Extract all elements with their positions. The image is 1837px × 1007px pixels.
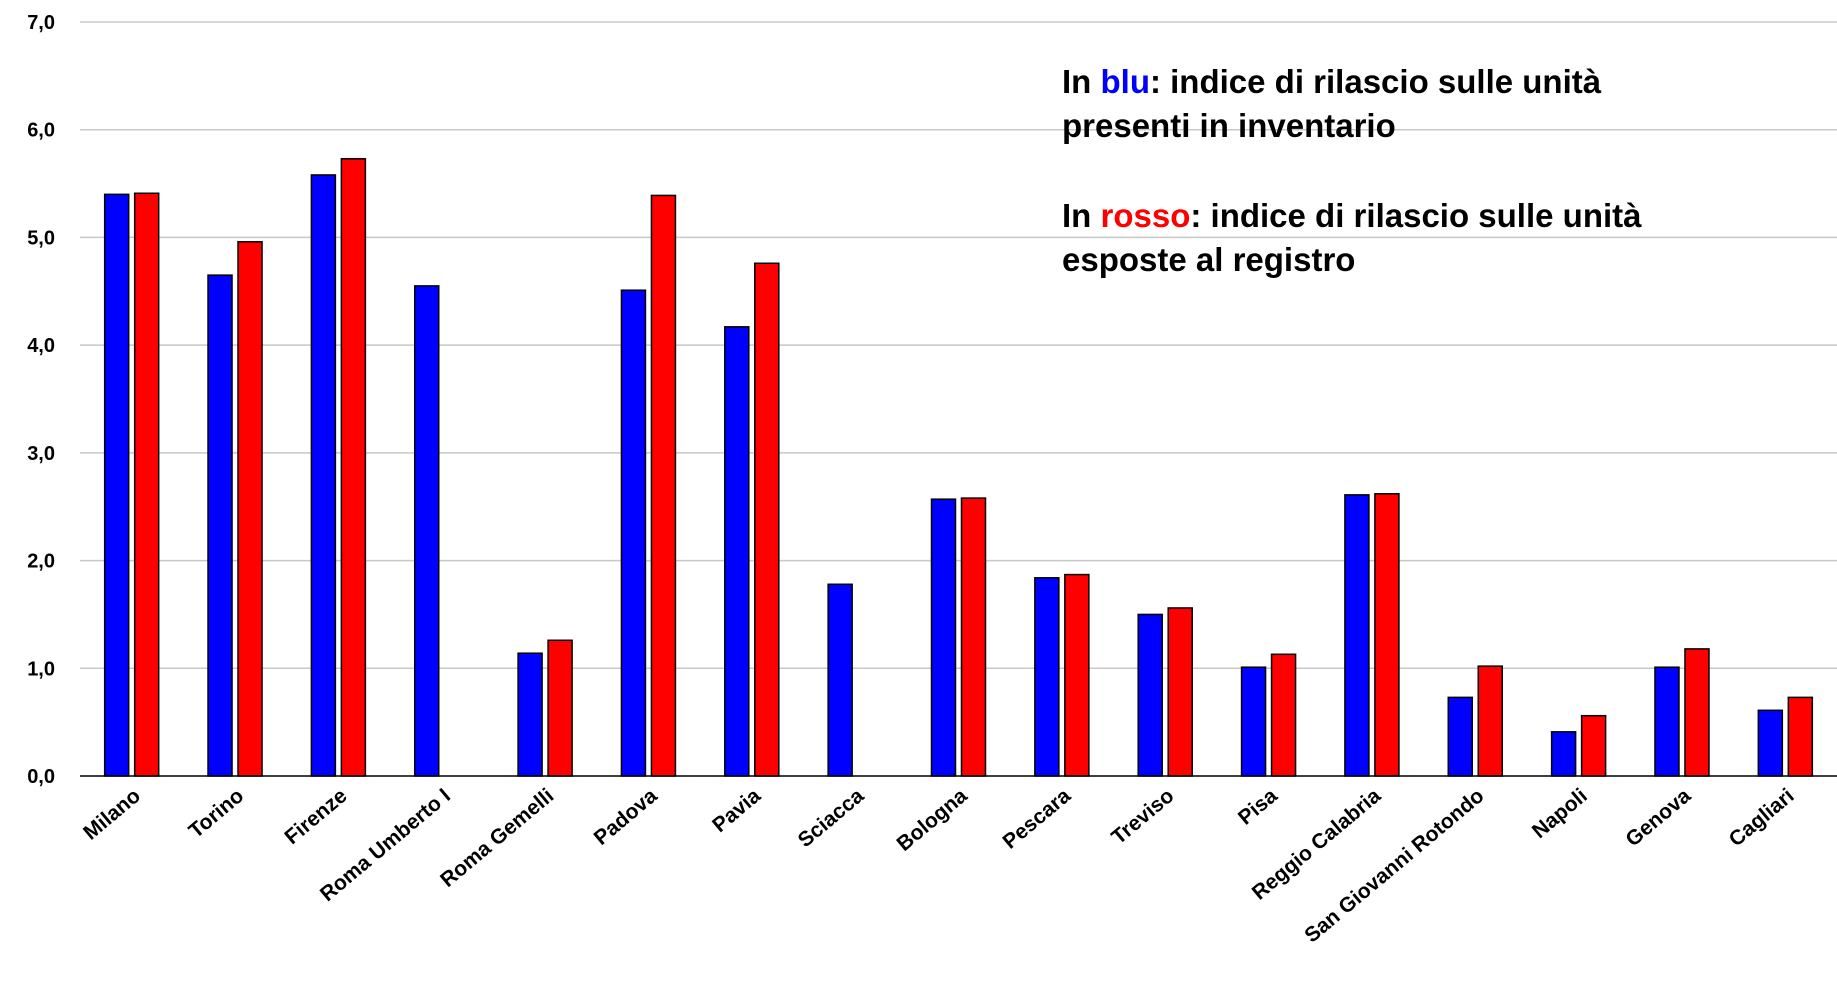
bar bbox=[1447, 696, 1474, 777]
bar bbox=[827, 583, 853, 777]
legend-red-suffix: : indice di rilascio sulle unità bbox=[1190, 197, 1642, 234]
gridlines bbox=[80, 21, 1837, 670]
y-tick-label: 1,0 bbox=[27, 658, 55, 680]
legend-blue-word: blu bbox=[1100, 63, 1150, 100]
y-axis-ticks: 0,0 1,0 2,0 3,0 4,0 5,0 6,0 7,0 bbox=[27, 12, 55, 788]
legend-red-line2: esposte al registro bbox=[1062, 241, 1356, 278]
bars bbox=[103, 158, 1814, 777]
legend-red-prefix: In bbox=[1062, 197, 1101, 234]
legend-blue-prefix: In bbox=[1062, 63, 1101, 100]
bar bbox=[930, 498, 957, 777]
bar bbox=[1550, 731, 1577, 777]
bar bbox=[1580, 714, 1607, 777]
y-tick-label: 4,0 bbox=[27, 335, 55, 357]
x-tick-label: Torino bbox=[185, 784, 249, 843]
x-tick-label: Milano bbox=[79, 784, 145, 844]
x-tick-label: Treviso bbox=[1107, 784, 1178, 849]
bar bbox=[1064, 573, 1090, 777]
bar bbox=[413, 285, 440, 777]
bar bbox=[1477, 665, 1504, 777]
y-tick-label: 5,0 bbox=[27, 227, 55, 249]
y-tick-label: 0,0 bbox=[27, 766, 55, 788]
bar bbox=[1167, 607, 1193, 777]
legend-red-word: rosso bbox=[1100, 197, 1191, 234]
bar bbox=[310, 174, 337, 777]
x-tick-label: Napoli bbox=[1528, 784, 1592, 843]
bar bbox=[1240, 666, 1267, 777]
x-tick-label: Pisa bbox=[1234, 784, 1282, 830]
bar bbox=[1787, 696, 1814, 777]
bar bbox=[724, 326, 750, 777]
legend-blue-suffix: : indice di rilascio sulle unità bbox=[1149, 63, 1602, 100]
bar bbox=[1757, 709, 1784, 777]
bar bbox=[340, 158, 367, 777]
bar bbox=[1654, 666, 1680, 777]
y-tick-label: 2,0 bbox=[27, 551, 55, 573]
legend-red: In rosso: indice di rilascio sulle unità… bbox=[1062, 194, 1641, 282]
bar bbox=[1684, 648, 1710, 777]
bar bbox=[1374, 493, 1400, 777]
bar bbox=[754, 262, 780, 777]
x-tick-label: San Giovanni Rotondo bbox=[1300, 784, 1488, 947]
bar bbox=[620, 289, 647, 777]
legend-blue-line2: presenti in inventario bbox=[1062, 107, 1396, 144]
bar bbox=[1344, 494, 1370, 777]
bar bbox=[960, 497, 987, 777]
x-tick-label: Firenze bbox=[280, 784, 351, 849]
x-tick-label: Pescara bbox=[999, 784, 1076, 854]
y-tick-label: 3,0 bbox=[27, 443, 55, 465]
y-tick-label: 7,0 bbox=[27, 12, 55, 34]
x-tick-label: Pavia bbox=[708, 784, 765, 837]
bar bbox=[1137, 613, 1163, 777]
bar bbox=[517, 652, 543, 777]
x-tick-label: Genova bbox=[1621, 784, 1695, 851]
x-tick-label: Bologna bbox=[893, 784, 972, 856]
bar bbox=[1034, 577, 1060, 777]
bar bbox=[207, 274, 233, 777]
bar bbox=[237, 240, 263, 777]
bar bbox=[133, 192, 160, 777]
bar bbox=[547, 639, 573, 777]
bar bbox=[1270, 653, 1297, 777]
x-tick-label: Cagliari bbox=[1725, 784, 1799, 851]
bar bbox=[103, 193, 130, 777]
bar bbox=[650, 194, 677, 777]
x-tick-label: Padova bbox=[590, 784, 662, 850]
legend-blue: In blu: indice di rilascio sulle unità p… bbox=[1062, 60, 1601, 148]
x-tick-label: Sciacca bbox=[794, 784, 869, 852]
y-tick-label: 6,0 bbox=[27, 120, 55, 142]
x-tick-label: Roma Gemelli bbox=[436, 784, 558, 892]
